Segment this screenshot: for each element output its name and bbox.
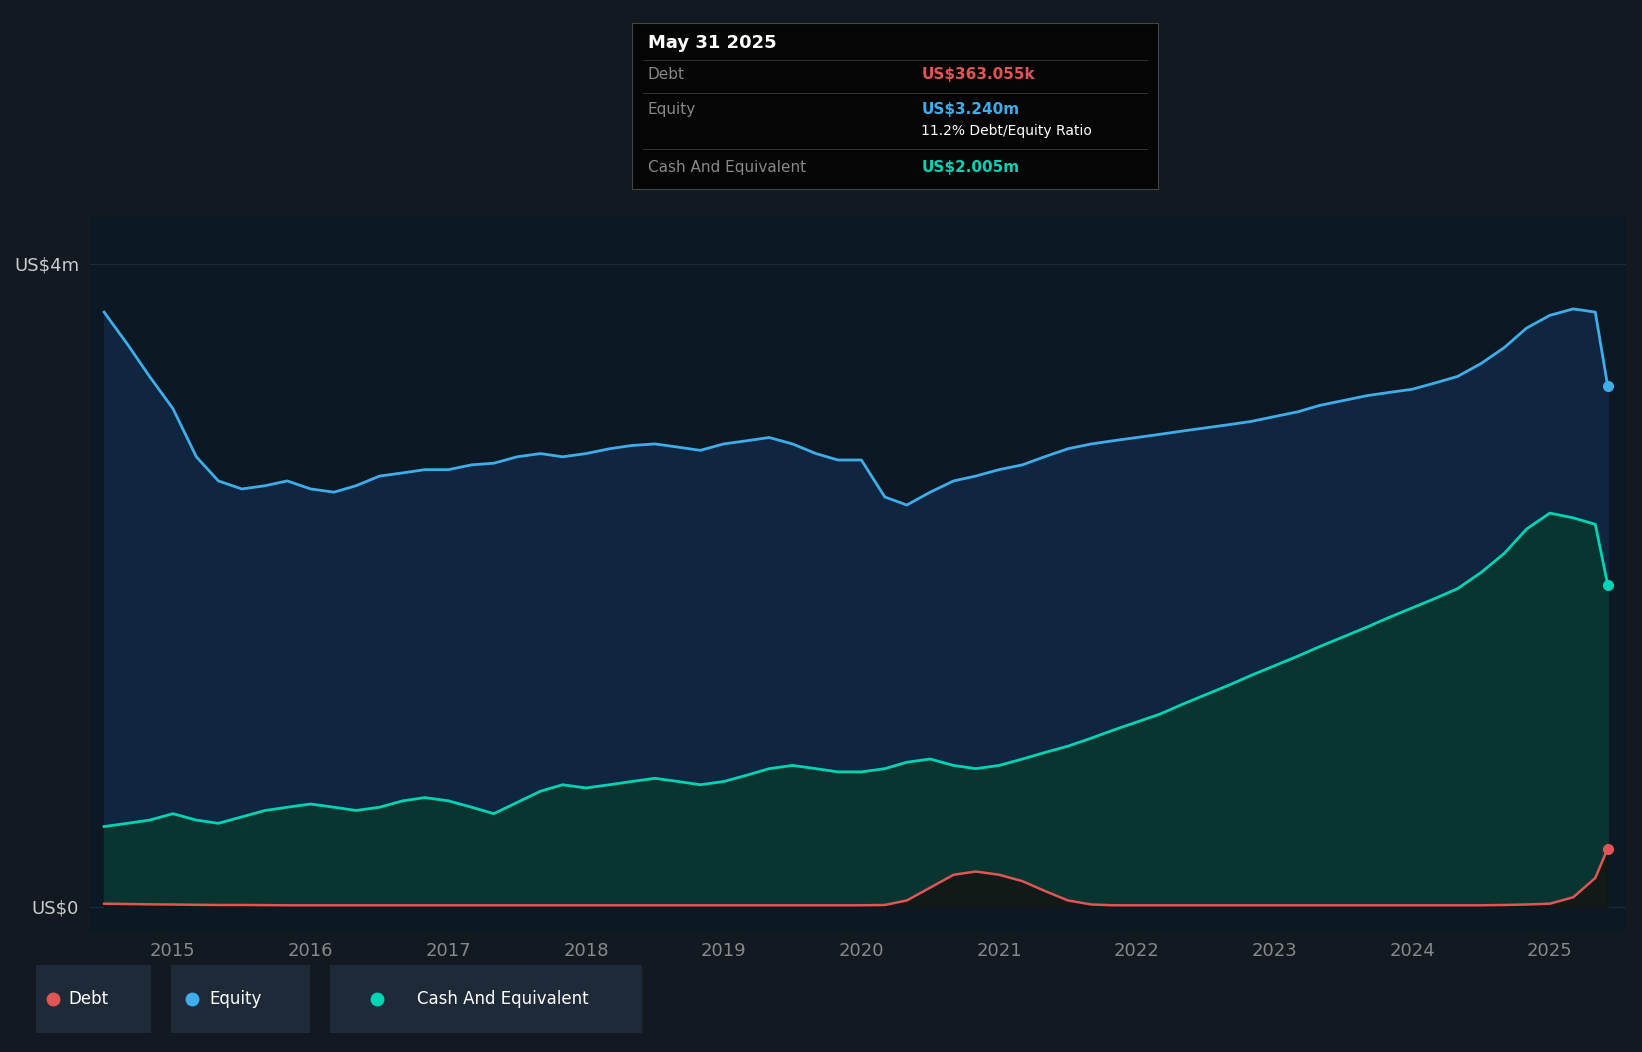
Text: Equity: Equity — [210, 990, 263, 1008]
Text: Cash And Equivalent: Cash And Equivalent — [649, 160, 806, 176]
Text: Equity: Equity — [649, 102, 696, 117]
Text: Debt: Debt — [69, 990, 108, 1008]
Text: US$363.055k: US$363.055k — [921, 67, 1034, 82]
Text: Cash And Equivalent: Cash And Equivalent — [417, 990, 589, 1008]
Text: US$2.005m: US$2.005m — [921, 160, 1020, 176]
Text: 11.2% Debt/Equity Ratio: 11.2% Debt/Equity Ratio — [921, 124, 1092, 138]
Text: US$3.240m: US$3.240m — [921, 102, 1020, 117]
Text: Debt: Debt — [649, 67, 685, 82]
Text: May 31 2025: May 31 2025 — [649, 34, 777, 53]
